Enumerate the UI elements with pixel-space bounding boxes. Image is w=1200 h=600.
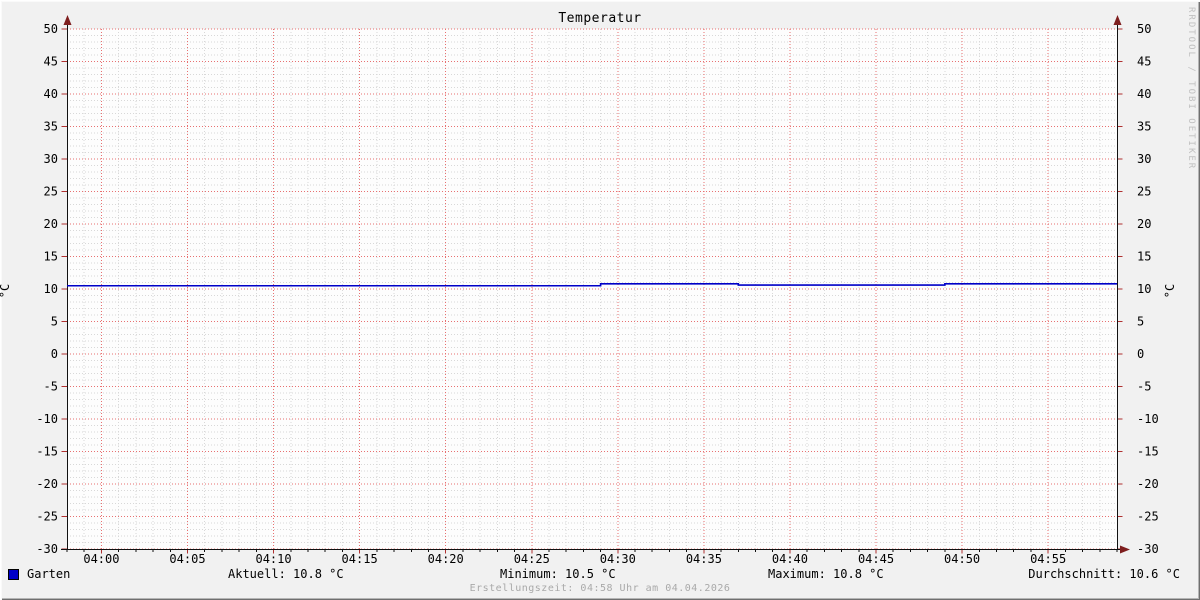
y-axis-label-left: 40 xyxy=(44,87,58,101)
y-axis-label-right: -20 xyxy=(1137,477,1159,491)
y-axis-label-left: 20 xyxy=(44,217,58,231)
y-axis-label-right: 50 xyxy=(1137,22,1151,36)
y-axis-label-right: 10 xyxy=(1137,282,1151,296)
stat-maximum: Maximum: 10.8 °C xyxy=(768,567,884,581)
y-axis-label-left: -5 xyxy=(44,380,58,394)
x-axis-label: 04:45 xyxy=(858,552,894,566)
y-axis-label-right: 20 xyxy=(1137,217,1151,231)
y-axis-label-right: 0 xyxy=(1137,347,1144,361)
y-axis-label-left: -20 xyxy=(36,477,58,491)
y-axis-label-left: 15 xyxy=(44,250,58,264)
x-axis-label: 04:55 xyxy=(1030,552,1066,566)
y-axis-label-right: 45 xyxy=(1137,55,1151,69)
y-axis-arrow-left xyxy=(63,15,72,25)
x-axis-label: 04:35 xyxy=(686,552,722,566)
stat-durchschnitt: Durchschnitt: 10.6 °C xyxy=(1028,567,1180,581)
y-axis-arrow-right xyxy=(1113,15,1122,25)
y-axis-label-right: 30 xyxy=(1137,152,1151,166)
x-axis-label: 04:05 xyxy=(169,552,205,566)
y-axis-label-right: 5 xyxy=(1137,315,1144,329)
y-axis-label-left: 5 xyxy=(51,315,58,329)
y-axis-label-left: 0 xyxy=(51,347,58,361)
series-line-garten xyxy=(67,282,1117,287)
x-axis-label: 04:15 xyxy=(342,552,378,566)
y-axis-label-right: 35 xyxy=(1137,120,1151,134)
y-axis-label-right: -10 xyxy=(1137,412,1159,426)
y-axis-label-left: -10 xyxy=(36,412,58,426)
y-axis-label-right: 15 xyxy=(1137,250,1151,264)
y-axis-label-left: 10 xyxy=(44,282,58,296)
series-label: Garten xyxy=(27,567,71,581)
y-axis-label-right: 40 xyxy=(1137,87,1151,101)
rrdtool-watermark: RRDTOOL / TOBI OETIKER xyxy=(1186,7,1196,171)
y-axis-label-left: -25 xyxy=(36,510,58,524)
y-axis-label-right: -30 xyxy=(1137,542,1159,556)
y-axis-label-left: 35 xyxy=(44,120,58,134)
series-color-swatch xyxy=(8,569,19,580)
y-axis-label-left: -15 xyxy=(36,445,58,459)
y-axis-label-right: -25 xyxy=(1137,510,1159,524)
y-axis-label-right: 25 xyxy=(1137,185,1151,199)
y-axis-label-left: 25 xyxy=(44,185,58,199)
x-axis-label: 04:30 xyxy=(600,552,636,566)
x-axis-label: 04:20 xyxy=(428,552,464,566)
creation-timestamp: Erstellungszeit: 04:58 Uhr am 04.04.2026 xyxy=(469,583,731,594)
legend-row: Garten Aktuell: 10.8 °C Minimum: 10.5 °C… xyxy=(0,567,1200,583)
y-axis-label-right: -5 xyxy=(1137,380,1151,394)
y-axis-label-left: 45 xyxy=(44,55,58,69)
stat-aktuell: Aktuell: 10.8 °C xyxy=(228,567,344,581)
y-axis-label-left: 50 xyxy=(44,22,58,36)
x-axis-label: 04:50 xyxy=(944,552,980,566)
x-axis-label: 04:25 xyxy=(514,552,550,566)
stat-minimum: Minimum: 10.5 °C xyxy=(500,567,616,581)
y-axis-label-left: -30 xyxy=(36,542,58,556)
y-axis-label-left: 30 xyxy=(44,152,58,166)
x-axis-label: 04:40 xyxy=(772,552,808,566)
x-axis-label: 04:10 xyxy=(255,552,291,566)
x-axis-label: 04:00 xyxy=(83,552,119,566)
x-axis-arrow xyxy=(1120,545,1130,554)
y-axis-label-right: -15 xyxy=(1137,445,1159,459)
chart-title: Temperatur xyxy=(558,11,642,26)
